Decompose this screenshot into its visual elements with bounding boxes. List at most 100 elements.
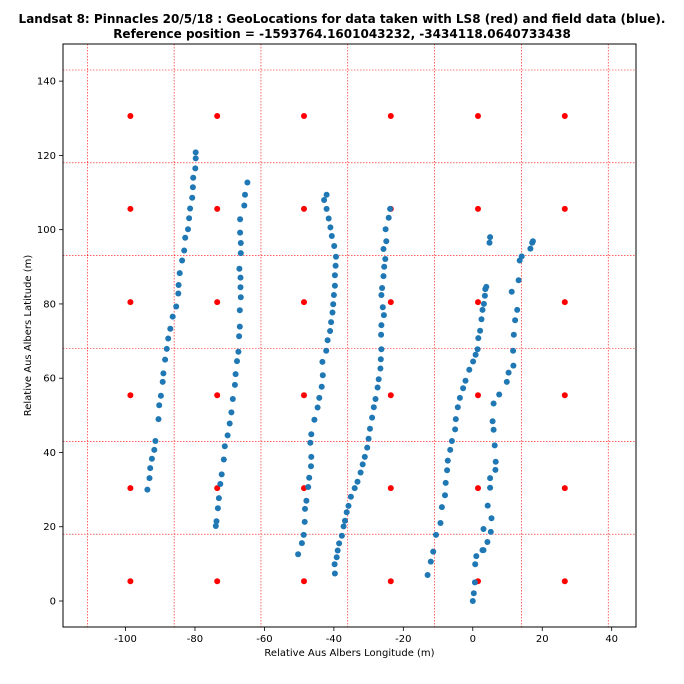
data-point (176, 270, 183, 277)
data-point (306, 474, 313, 481)
data-point (237, 274, 244, 281)
data-point (480, 300, 487, 307)
data-point (242, 191, 248, 198)
data-point (323, 191, 330, 198)
data-point (331, 570, 338, 577)
data-point (213, 518, 220, 525)
data-point (561, 113, 568, 119)
chart-title: Landsat 8: Pinnacles 20/5/18 : GeoLocati… (19, 12, 666, 26)
plot-points (127, 113, 568, 604)
data-point (515, 277, 522, 284)
data-point (492, 458, 499, 465)
data-point (127, 485, 134, 492)
data-point (181, 247, 188, 254)
data-point (442, 479, 449, 486)
chart-subtitle: Reference position = -1593764.1601043232… (113, 27, 571, 41)
data-point (214, 485, 221, 492)
data-point (244, 179, 251, 186)
data-point (167, 325, 174, 332)
data-point (330, 301, 337, 308)
x-tick-label: 20 (536, 634, 549, 645)
data-point (147, 465, 154, 472)
x-tick-label: -100 (114, 634, 137, 645)
data-point (470, 590, 477, 597)
data-point (378, 322, 385, 329)
data-point (342, 517, 348, 524)
data-point (189, 184, 196, 191)
data-point (237, 250, 244, 257)
data-point (387, 392, 394, 399)
data-point (378, 346, 385, 353)
y-tick-label: 120 (37, 151, 56, 162)
data-point (221, 443, 228, 450)
data-point (472, 561, 479, 568)
y-axis-label: Relative Aus Albers Latitude (m) (23, 255, 34, 417)
data-point (301, 578, 307, 585)
data-point (220, 456, 227, 463)
data-point (302, 505, 308, 512)
data-point (377, 365, 384, 372)
data-point (484, 502, 491, 509)
data-point (305, 484, 312, 490)
data-point (327, 224, 334, 231)
x-tick-label: -40 (326, 634, 342, 645)
data-point (489, 418, 496, 425)
data-point (214, 505, 221, 512)
data-point (473, 553, 480, 560)
data-point (319, 372, 326, 379)
data-point (444, 457, 451, 464)
data-point (127, 299, 134, 306)
data-point (329, 309, 336, 316)
data-point (487, 528, 494, 535)
data-point (518, 253, 525, 260)
data-point (472, 351, 479, 358)
data-point (481, 292, 488, 299)
data-point (214, 578, 221, 585)
data-point (503, 378, 510, 385)
data-point (347, 493, 354, 500)
data-point (165, 335, 172, 342)
data-point (379, 304, 386, 311)
data-point (448, 438, 455, 444)
data-point (378, 331, 385, 338)
data-point (505, 369, 512, 376)
data-point (427, 558, 434, 565)
data-point (328, 233, 335, 239)
data-point (214, 392, 221, 399)
data-point (367, 425, 373, 432)
x-axis-label: Relative Aus Albers Longitude (m) (264, 648, 434, 659)
data-point (325, 215, 332, 222)
data-point (185, 226, 191, 233)
data-point (323, 347, 330, 354)
data-point (478, 316, 485, 323)
data-point (187, 205, 194, 212)
data-point (308, 453, 315, 460)
data-point (236, 333, 243, 340)
data-point (173, 303, 180, 310)
y-tick-label: 40 (43, 448, 56, 459)
data-point (192, 165, 199, 172)
data-point (377, 356, 384, 363)
data-point (234, 358, 240, 365)
data-point (215, 495, 222, 502)
data-point (374, 384, 381, 391)
data-point (475, 335, 482, 342)
grid (63, 44, 636, 628)
data-point (192, 149, 199, 156)
data-point (382, 226, 389, 233)
y-tick-label: 0 (50, 597, 56, 608)
data-point (331, 243, 338, 249)
data-point (127, 205, 134, 212)
data-point (387, 485, 394, 492)
data-point (155, 416, 162, 423)
data-point (351, 485, 358, 492)
data-point (327, 328, 334, 334)
data-point (480, 526, 487, 532)
data-point (303, 497, 310, 504)
data-point (474, 346, 481, 353)
data-point (179, 257, 186, 264)
data-point (311, 416, 318, 423)
data-point (159, 378, 166, 385)
data-point (442, 492, 448, 499)
data-point (236, 265, 243, 272)
